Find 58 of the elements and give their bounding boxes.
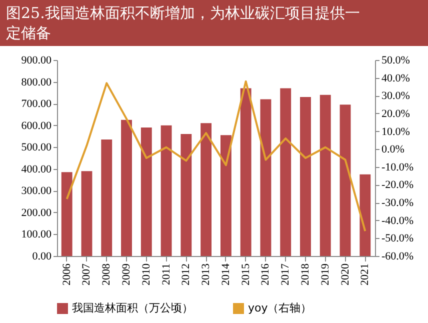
bar — [140, 128, 152, 256]
y2-tick-label: -30.0% — [382, 197, 414, 210]
bar — [340, 104, 351, 256]
y-tick-label: 500.00 — [21, 142, 52, 154]
y2-tick-label: 20.0% — [382, 108, 410, 120]
bar — [360, 174, 371, 256]
y-tick-label: 200.00 — [21, 206, 52, 219]
x-tick-label: 2016 — [260, 263, 272, 286]
y-tick-label: 700.00 — [21, 98, 52, 110]
x-tick-label: 2007 — [80, 263, 93, 286]
line-series — [66, 80, 366, 232]
y2-tick-label: 50.0% — [382, 54, 410, 66]
y2-tick-label: 0.0% — [382, 144, 404, 156]
legend-label: 我国造林面积（万公顷） — [72, 302, 193, 315]
y2-tick-label: -10.0% — [382, 161, 414, 174]
chart-title: 图25.我国造林面积不断增加，为林业碳汇项目提供一定储备 — [6, 3, 361, 43]
y-tick-label: 400.00 — [21, 163, 52, 176]
bar — [200, 123, 212, 256]
y-tick-label: 800.00 — [21, 76, 52, 88]
y2-tick-label: 10.0% — [382, 126, 410, 138]
bar — [101, 139, 112, 256]
bar — [240, 88, 252, 256]
x-tick-label: 2014 — [220, 263, 232, 286]
x-tick-label: 2008 — [100, 263, 113, 286]
x-tick-label: 2021 — [359, 264, 372, 286]
y2-tick-label: 30.0% — [382, 90, 410, 102]
y-tick-label: 0.00 — [32, 250, 52, 262]
x-tick-label: 2011 — [160, 264, 172, 286]
bar — [300, 97, 311, 256]
bar — [81, 171, 92, 256]
x-tick-label: 2015 — [240, 263, 252, 286]
x-tick-label: 2012 — [180, 264, 192, 286]
x-tick-label: 2013 — [200, 263, 212, 286]
x-tick-label: 2019 — [319, 263, 332, 286]
bar — [61, 172, 72, 256]
y2-tick-label: 40.0% — [382, 72, 410, 84]
bar — [260, 99, 272, 256]
bar — [280, 88, 292, 256]
y-tick-label: 600.00 — [21, 120, 52, 132]
x-tick-label: 2010 — [140, 263, 152, 286]
bar — [320, 94, 331, 256]
y2-tick-label: -50.0% — [382, 232, 414, 245]
legend-label: yoy（右轴） — [248, 302, 312, 315]
bar — [180, 134, 192, 256]
x-tick-label: 2018 — [299, 263, 312, 286]
y-tick-label: 100.00 — [21, 228, 52, 241]
y2-tick-label: -20.0% — [382, 179, 414, 192]
y2-tick-label: -60.0% — [382, 250, 414, 262]
y-tick-label: 300.00 — [21, 185, 52, 198]
x-tick-label: 2017 — [280, 263, 292, 286]
bar — [160, 125, 172, 256]
x-tick-label: 2020 — [339, 263, 352, 286]
x-tick-label: 2006 — [60, 263, 73, 286]
y-tick-label: 900.00 — [21, 54, 52, 66]
bar — [121, 120, 132, 256]
x-tick-label: 2009 — [120, 263, 133, 286]
y2-tick-label: -40.0% — [382, 214, 414, 227]
bar — [220, 135, 232, 256]
